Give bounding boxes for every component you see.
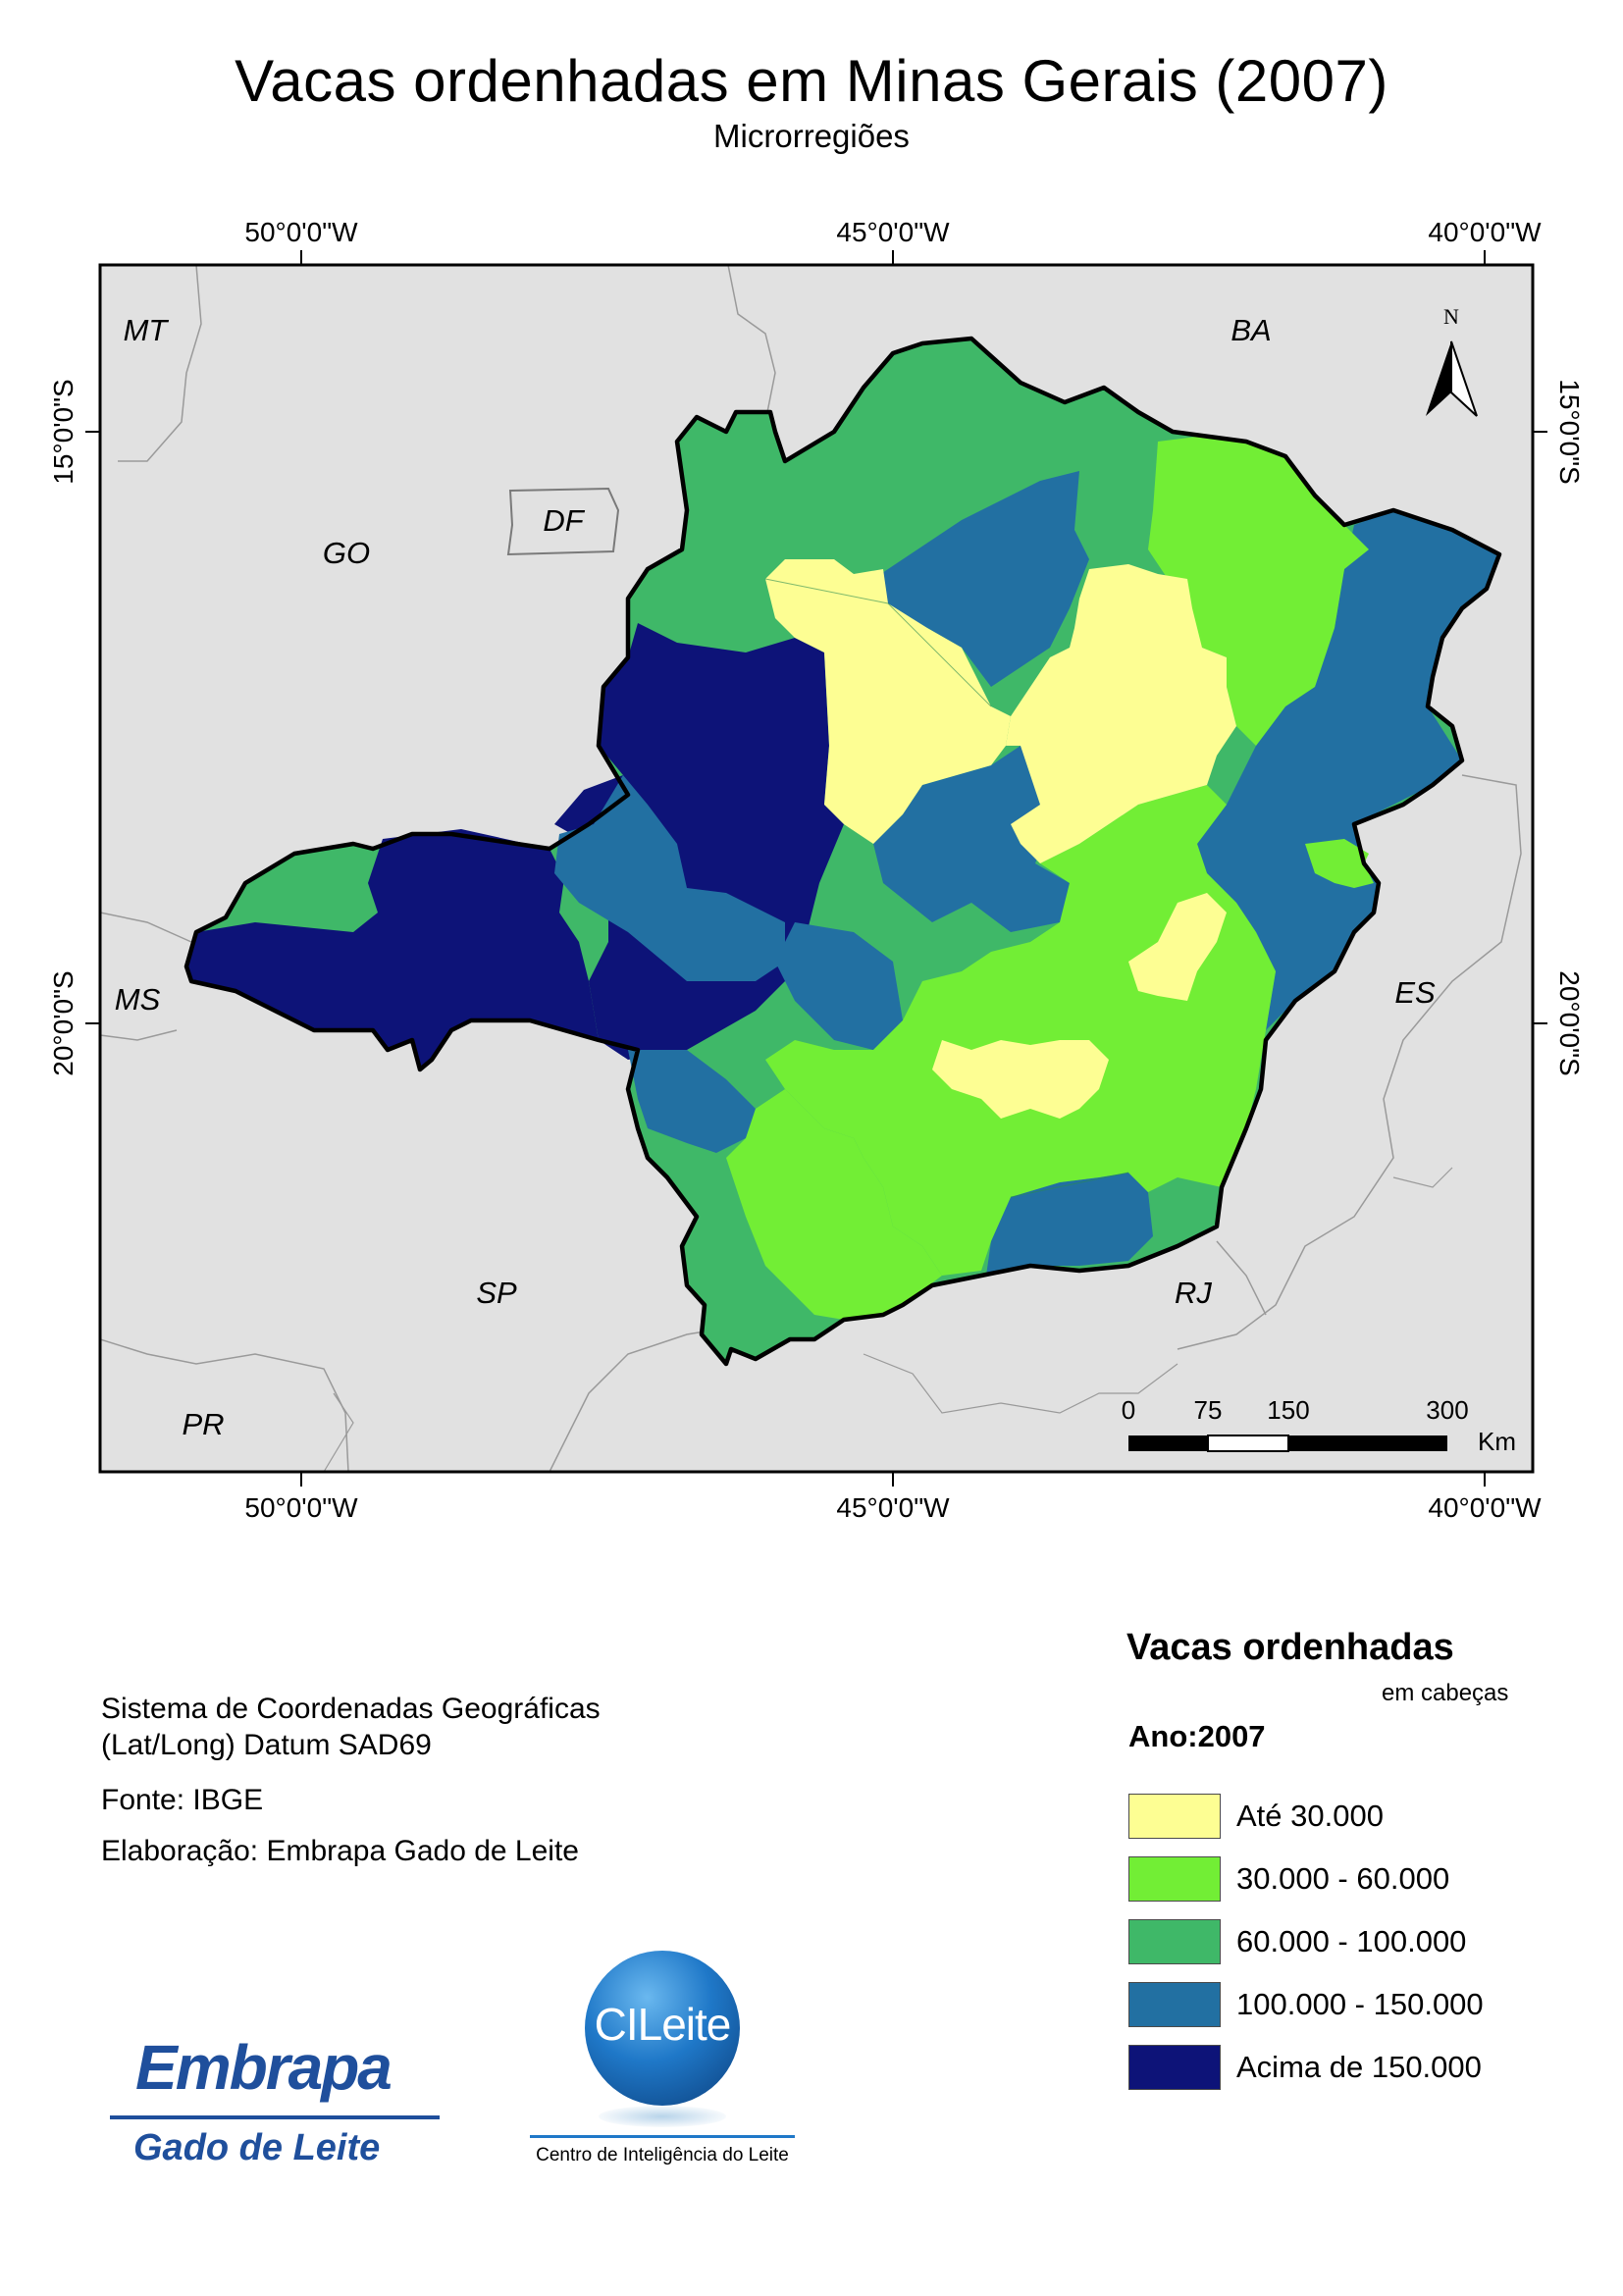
legend-item: 30.000 - 60.000: [1128, 1854, 1449, 1904]
lon-label-top-50: 50°0'0"W: [244, 217, 358, 247]
legend-item: Acima de 150.000: [1128, 2043, 1482, 2092]
scale-bar: 0 75 150 300 Km: [1122, 1395, 1516, 1456]
legend-swatch: [1128, 2045, 1221, 2090]
map-subtitle: Microrregiões: [713, 118, 910, 154]
legend-label: 30.000 - 60.000: [1236, 1861, 1450, 1896]
state-label-pr: PR: [182, 1407, 224, 1441]
embrapa-subtitle: Gado de Leite: [133, 2127, 381, 2168]
cileite-circle-icon: [585, 1951, 740, 2106]
cileite-caption: Centro de Inteligência do Leite: [536, 2145, 789, 2166]
legend-label: 100.000 - 150.000: [1236, 1987, 1484, 2021]
cileite-divider: [530, 2135, 795, 2138]
legend-swatch: [1128, 1982, 1221, 2027]
state-label-mt: MT: [124, 313, 170, 347]
source-text: Fonte: IBGE: [101, 1784, 264, 1816]
cileite-wordmark: CILeite: [594, 1999, 732, 2050]
state-label-ba: BA: [1230, 313, 1271, 347]
embrapa-wordmark: Embrapa: [135, 2032, 393, 2103]
lon-label-bottom-50: 50°0'0"W: [244, 1492, 358, 1523]
map-title: Vacas ordenhadas em Minas Gerais (2007): [235, 48, 1388, 114]
legend-swatch: [1128, 1856, 1221, 1902]
legend-label: Até 30.000: [1236, 1799, 1384, 1833]
state-label-es: ES: [1394, 975, 1436, 1010]
state-label-ms: MS: [115, 982, 161, 1017]
state-label-go: GO: [323, 536, 370, 570]
graticule-ticks: [85, 250, 1547, 1487]
legend-item: 60.000 - 100.000: [1128, 1917, 1466, 1966]
legend-item: 100.000 - 150.000: [1128, 1980, 1484, 2029]
cileite-shadow: [599, 2106, 726, 2127]
microregions: [183, 336, 1502, 1367]
legend-label: Acima de 150.000: [1236, 2050, 1482, 2084]
scale-tick-150: 150: [1267, 1395, 1309, 1425]
legend-title: Vacas ordenhadas: [1126, 1627, 1454, 1668]
coordinate-system-line2: (Lat/Long) Datum SAD69: [101, 1729, 432, 1761]
legend-swatch: [1128, 1794, 1221, 1839]
legend-item: Até 30.000: [1128, 1792, 1384, 1841]
scale-unit: Km: [1478, 1427, 1516, 1456]
coordinate-system-line1: Sistema de Coordenadas Geográficas: [101, 1693, 601, 1725]
lat-label-left-15: 15°0'0"S: [48, 379, 79, 484]
embrapa-divider: [110, 2115, 440, 2119]
cileite-logo: CILeite Centro de Inteligência do Leite: [530, 1943, 805, 2178]
lat-label-right-20: 20°0'0"S: [1554, 970, 1585, 1075]
north-arrow-icon: N: [1426, 304, 1478, 417]
lon-label-bottom-40: 40°0'0"W: [1428, 1492, 1542, 1523]
lon-label-top-40: 40°0'0"W: [1428, 217, 1542, 247]
state-label-sp: SP: [476, 1276, 517, 1310]
lon-label-bottom-45: 45°0'0"W: [836, 1492, 950, 1523]
scale-tick-300: 300: [1426, 1395, 1468, 1425]
minas-gerais-border: [183, 336, 1502, 1367]
legend-swatch: [1128, 1919, 1221, 1964]
scale-tick-75: 75: [1194, 1395, 1223, 1425]
legend-label: 60.000 - 100.000: [1236, 1924, 1467, 1958]
scale-tick-0: 0: [1122, 1395, 1135, 1425]
lon-label-top-45: 45°0'0"W: [836, 217, 950, 247]
state-label-df: DF: [543, 503, 585, 538]
legend-unit: em cabeças: [1382, 1680, 1509, 1706]
north-label: N: [1443, 304, 1459, 329]
author-text: Elaboração: Embrapa Gado de Leite: [101, 1835, 579, 1867]
legend-year: Ano:2007: [1128, 1719, 1266, 1753]
embrapa-logo: Embrapa Gado de Leite: [106, 2008, 451, 2184]
state-label-rj: RJ: [1175, 1276, 1212, 1310]
lat-label-right-15: 15°0'0"S: [1554, 379, 1585, 484]
lat-label-left-20: 20°0'0"S: [48, 970, 79, 1075]
